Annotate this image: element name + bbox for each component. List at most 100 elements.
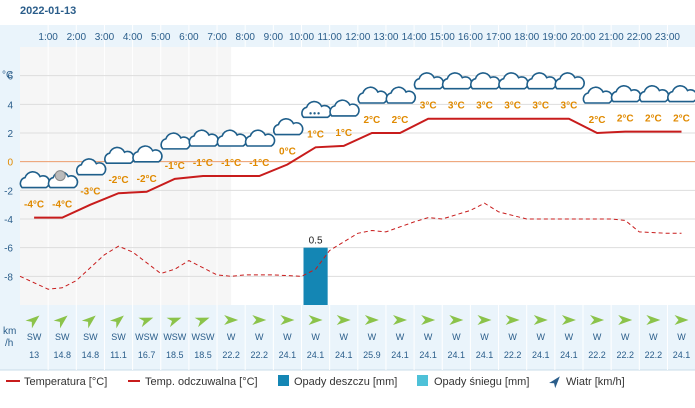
wind-arrow-icon — [505, 315, 520, 325]
legend-temperature-label: Temperatura [°C] — [24, 376, 107, 388]
wind-speed-label: 24.1 — [476, 350, 494, 360]
temperature-line — [34, 117, 682, 219]
wind-speed-label: 24.1 — [279, 350, 297, 360]
y-tick-label: 0 — [7, 158, 13, 169]
hour-label: 17:00 — [486, 32, 511, 43]
wind-speed-label: 24.1 — [673, 350, 691, 360]
wind-direction-label: SW — [27, 332, 42, 342]
temp-point-label: 3°C — [532, 101, 549, 112]
wind-direction-label: W — [339, 332, 348, 342]
hour-label: 23:00 — [655, 32, 680, 43]
legend-wind-label: Wiatr [km/h] — [566, 376, 625, 388]
temp-point-label: 2°C — [392, 115, 409, 126]
wind-arrow-shape — [505, 315, 520, 325]
wind-speed-label: 22.2 — [251, 350, 269, 360]
temp-point-label: -1°C — [249, 158, 269, 169]
wind-speed-label: 14.8 — [53, 350, 71, 360]
hour-label: 10:00 — [289, 32, 314, 43]
wind-arrow-shape — [280, 315, 295, 325]
cloud-icon — [244, 129, 276, 147]
hour-label: 19:00 — [542, 32, 567, 43]
wind-direction-label: SW — [111, 332, 126, 342]
temp-point-label: 2°C — [363, 115, 380, 126]
temp-point-label: 3°C — [420, 101, 437, 112]
moon-icon — [54, 170, 66, 182]
wind-arrow-shape — [25, 315, 40, 329]
hour-label: 16:00 — [458, 32, 483, 43]
cloud-icon — [47, 170, 79, 189]
wind-direction-label: W — [649, 332, 658, 342]
cloud-shape — [244, 129, 276, 147]
wind-arrow-icon — [590, 315, 605, 325]
wind-direction-label: W — [480, 332, 489, 342]
wind-arrow-shape — [393, 315, 408, 325]
wind-arrow-icon — [166, 317, 182, 328]
legend-rain-swatch — [278, 375, 289, 386]
temp-point-label: 3°C — [448, 101, 465, 112]
wind-speed-label: 22.2 — [222, 350, 240, 360]
hour-label: 21:00 — [599, 32, 624, 43]
wind-arrow-shape — [308, 315, 323, 325]
wind-speed-label: 22.2 — [588, 350, 606, 360]
cloud-shape — [667, 85, 695, 103]
snowflake-icon — [309, 112, 312, 115]
snowflake-icon — [317, 112, 320, 115]
wind-arrow-icon — [533, 315, 548, 325]
y-tick-label: -6 — [4, 244, 13, 255]
wind-arrow-shape — [166, 317, 182, 328]
wind-direction-label: W — [368, 332, 377, 342]
legend-snow-label: Opady śniegu [mm] — [434, 376, 529, 388]
wind-speed-label: 24.1 — [335, 350, 353, 360]
hour-label: 11:00 — [318, 32, 343, 43]
wind-arrow-shape — [224, 315, 239, 325]
temp-point-label: -1°C — [193, 158, 213, 169]
temp-point-label: 3°C — [504, 101, 521, 112]
cloud-shape — [75, 158, 107, 176]
temp-point-label: 0°C — [279, 147, 296, 158]
wind-arrow-icon — [280, 315, 295, 325]
wind-direction-label: W — [677, 332, 686, 342]
wind-arrow-icon — [224, 315, 239, 325]
hour-label: 6:00 — [179, 32, 199, 43]
wind-speed-label: 13 — [29, 350, 39, 360]
wind-speed-label: 24.1 — [560, 350, 578, 360]
wind-arrow-icon — [646, 315, 661, 325]
wind-speed-label: 24.1 — [391, 350, 409, 360]
hour-label: 9:00 — [264, 32, 284, 43]
wind-direction-label: W — [621, 332, 630, 342]
cloud-shape — [385, 86, 417, 104]
wind-arrow-icon — [449, 315, 464, 325]
temp-point-label: 2°C — [673, 114, 690, 125]
cloud-icon — [75, 158, 107, 176]
wind-direction-label: W — [283, 332, 292, 342]
wind-arrow-icon — [53, 315, 68, 329]
wind-direction-label: W — [311, 332, 320, 342]
y-tick-label: -2 — [4, 186, 13, 197]
legend-wind-icon — [549, 376, 560, 389]
cloud-icon — [667, 85, 695, 103]
temp-point-label: -2°C — [137, 174, 157, 185]
temp-point-label: -4°C — [24, 200, 44, 211]
hour-label: 18:00 — [514, 32, 539, 43]
wind-arrow-icon — [138, 317, 154, 328]
hour-label: 7:00 — [207, 32, 227, 43]
wind-arrow-shape — [252, 315, 267, 325]
wind-arrow-icon — [336, 315, 351, 325]
legend-feels-like-label: Temp. odczuwalna [°C] — [145, 376, 258, 388]
y-tick-label: 2 — [7, 129, 13, 140]
wind-direction-label: W — [565, 332, 574, 342]
wind-speed-label: 14.8 — [82, 350, 100, 360]
cloud-shape — [329, 99, 360, 117]
cloud-shape — [554, 72, 585, 90]
temp-point-label: 3°C — [561, 101, 578, 112]
wind-arrow-shape — [194, 317, 210, 328]
date-label: 2022-01-13 — [20, 5, 77, 17]
hour-label: 8:00 — [235, 32, 255, 43]
rain-value-label: 0.5 — [309, 236, 323, 247]
wind-arrow-shape — [533, 315, 548, 325]
hour-label: 13:00 — [373, 32, 398, 43]
y-tick-label: 4 — [7, 100, 13, 111]
wind-arrow-shape — [138, 317, 154, 328]
wind-direction-label: W — [227, 332, 236, 342]
